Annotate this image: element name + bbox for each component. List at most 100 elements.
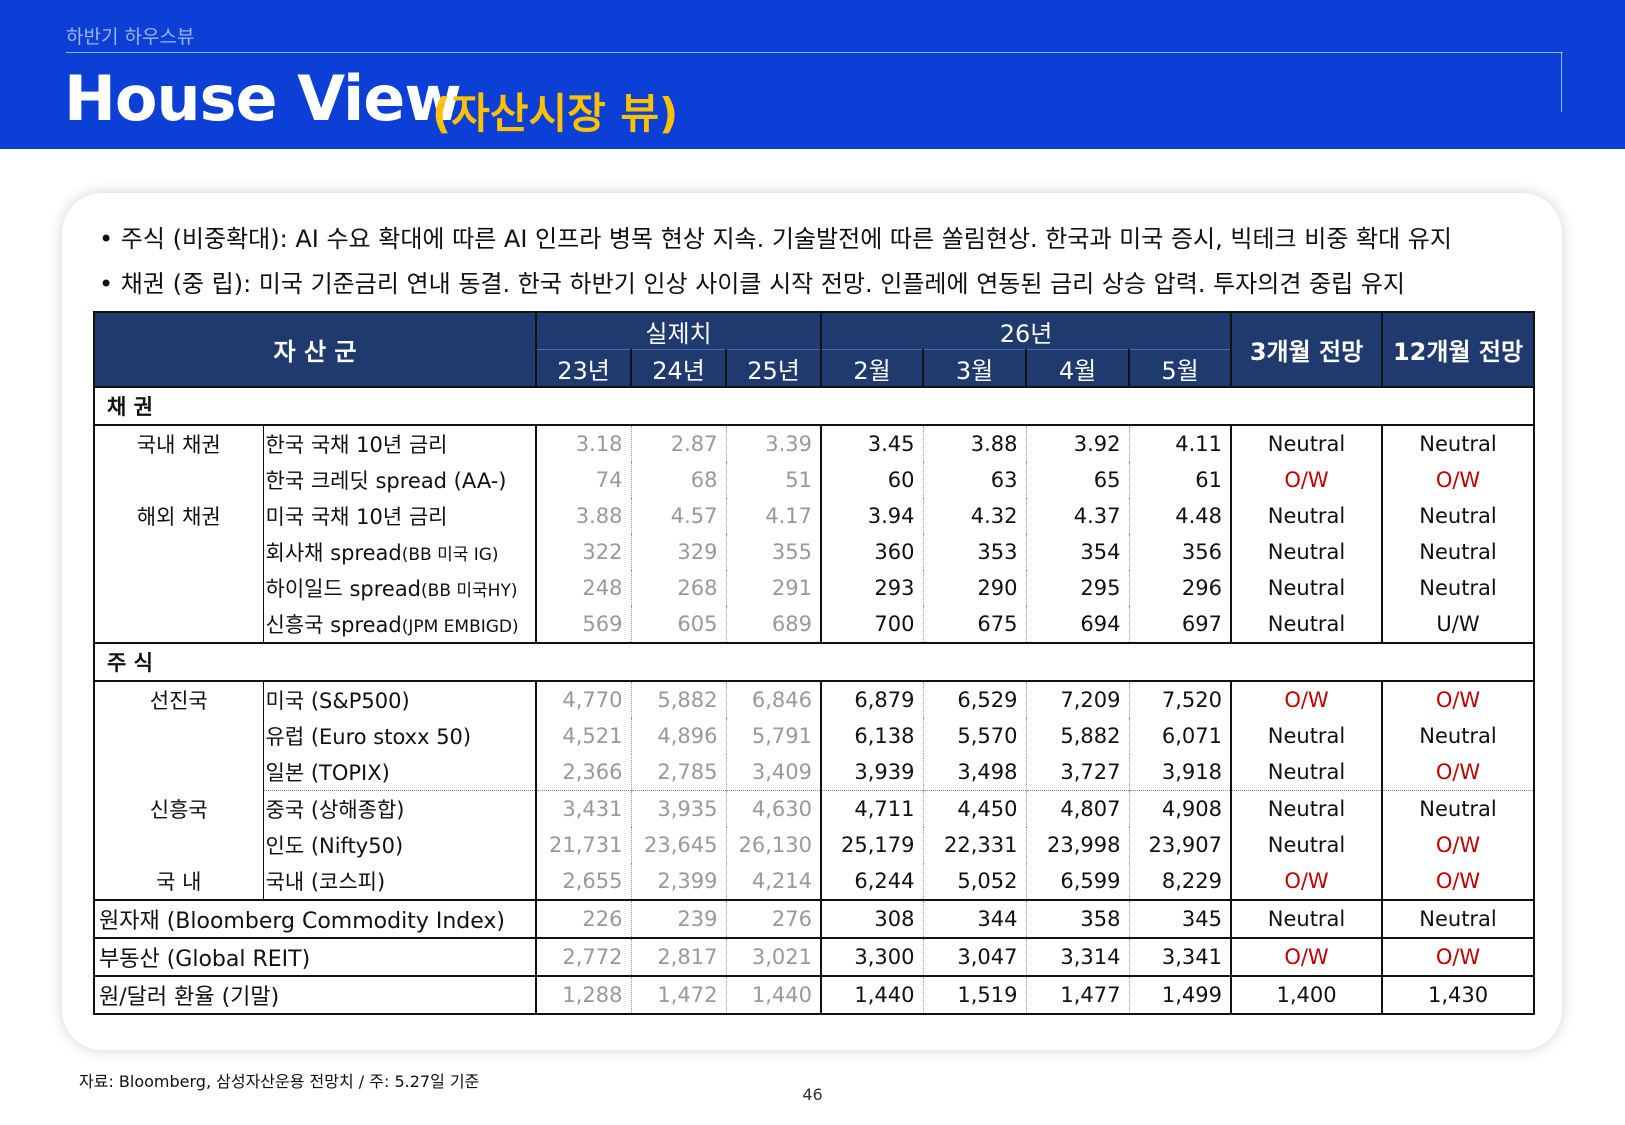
value-cell: 268 [630, 570, 727, 606]
value-cell: 3.88 [922, 424, 1027, 462]
asset-name-text: 신흥국 spread [265, 613, 402, 637]
value-cell: 3,939 [820, 754, 924, 791]
asset-name-detail: (JPM EMBIGD) [401, 617, 519, 637]
value-cell: 5,882 [1025, 718, 1130, 754]
value-cell: 4.17 [725, 498, 822, 534]
outlook-3m-cell: Neutral [1230, 827, 1383, 863]
value-cell: 569 [535, 606, 632, 643]
value-cell: 3,409 [725, 754, 822, 791]
header-outlook-3m: 3개월 전망 [1230, 311, 1384, 388]
outlook-3m-cell: Neutral [1230, 718, 1383, 754]
value-cell: 4,214 [725, 863, 822, 900]
value-cell: 4.32 [922, 498, 1027, 534]
value-cell: 4,908 [1128, 790, 1232, 827]
value-cell: 675 [922, 606, 1027, 643]
group-label: 해외 채권 [93, 498, 263, 534]
value-cell: 4,521 [535, 718, 632, 754]
value-cell: 344 [922, 899, 1027, 938]
value-cell: 354 [1025, 534, 1130, 570]
value-cell: 7,209 [1025, 680, 1130, 718]
value-cell: 356 [1128, 534, 1232, 570]
value-cell: 6,846 [725, 680, 822, 718]
value-cell: 4.57 [630, 498, 727, 534]
value-cell: 248 [535, 570, 632, 606]
value-cell: 4,896 [630, 718, 727, 754]
outlook-12m-cell: O/W [1381, 863, 1536, 900]
value-cell: 2,399 [630, 863, 727, 900]
group-label [93, 606, 263, 643]
table-row: 인도 (Nifty50) 21,731 23,645 26,130 25,179 22,3… [93, 827, 1536, 863]
value-cell: 605 [630, 606, 727, 643]
table-row: 일본 (TOPIX) 2,366 2,785 3,409 3,939 3,498 3,727… [93, 754, 1536, 791]
value-cell: 345 [1128, 899, 1232, 938]
outlook-3m-cell: Neutral [1230, 606, 1383, 643]
value-cell: 293 [820, 570, 924, 606]
asset-name: 인도 (Nifty50) [262, 827, 537, 863]
value-cell: 51 [725, 462, 822, 498]
value-cell: 689 [725, 606, 822, 643]
group-label [93, 534, 263, 570]
value-cell: 3,498 [922, 754, 1027, 791]
value-cell: 68 [630, 462, 727, 498]
value-cell: 26,130 [725, 827, 822, 863]
section-equity: 주 식 [92, 642, 1536, 681]
header-col-apr: 4월 [1025, 349, 1131, 388]
asset-name-detail: (BB 미국HY) [421, 581, 518, 601]
value-cell: 355 [725, 534, 822, 570]
outlook-12m-cell: Neutral [1381, 718, 1536, 754]
asset-name: 한국 국채 10년 금리 [262, 424, 537, 462]
header-outlook-12m: 12개월 전망 [1381, 311, 1536, 388]
outlook-12m-cell: O/W [1381, 680, 1536, 718]
value-cell: 23,645 [630, 827, 727, 863]
value-cell: 291 [725, 570, 822, 606]
outlook-3m-cell: Neutral [1230, 534, 1383, 570]
group-label [93, 827, 263, 863]
value-cell: 226 [535, 899, 632, 938]
table-row: 해외 채권 미국 국채 10년 금리 3.88 4.57 4.17 3.94 4.32 4.3… [93, 498, 1536, 534]
value-cell: 3,431 [535, 790, 632, 827]
value-cell: 5,570 [922, 718, 1027, 754]
group-label [93, 462, 263, 498]
asset-name-text: 유럽 (Euro stoxx 50) [265, 725, 472, 749]
outlook-3m-cell: 1,400 [1230, 975, 1383, 1015]
outlook-12m-cell: O/W [1381, 937, 1536, 976]
outlook-12m-cell: U/W [1381, 606, 1536, 643]
asset-name: 국내 (코스피) [262, 863, 537, 900]
header-col-mar: 3월 [922, 349, 1028, 388]
value-cell: 22,331 [922, 827, 1027, 863]
value-cell: 360 [820, 534, 924, 570]
value-cell: 2,817 [630, 937, 727, 976]
value-cell: 6,599 [1025, 863, 1130, 900]
house-view-table: 자 산 군 실제치 26년 3개월 전망 12개월 전망 23년 24년 25년… [92, 311, 1536, 1015]
value-cell: 3.92 [1025, 424, 1130, 462]
header-col-25: 25년 [725, 349, 823, 388]
value-cell: 329 [630, 534, 727, 570]
header-asset-class: 자 산 군 [92, 311, 538, 388]
value-cell: 65 [1025, 462, 1130, 498]
group-label [93, 718, 263, 754]
outlook-12m-cell: O/W [1381, 462, 1536, 498]
outlook-12m-cell: Neutral [1381, 534, 1536, 570]
bullet-equity: • 주식 (비중확대): AI 수요 확대에 따른 AI 인프라 병목 현상 지… [99, 225, 1452, 253]
asset-name-text: 회사채 spread [265, 541, 402, 565]
outlook-3m-cell: Neutral [1230, 754, 1383, 791]
outlook-12m-cell: O/W [1381, 827, 1536, 863]
value-cell: 1,288 [535, 975, 632, 1015]
value-cell: 295 [1025, 570, 1130, 606]
asset-name: 중국 (상해종합) [262, 790, 537, 827]
value-cell: 5,882 [630, 680, 727, 718]
outlook-3m-cell: Neutral [1230, 899, 1383, 938]
value-cell: 5,791 [725, 718, 822, 754]
asset-name-text: 미국 국채 10년 금리 [265, 505, 448, 529]
group-label: 선진국 [93, 680, 263, 718]
outlook-12m-cell: Neutral [1381, 424, 1536, 462]
outlook-3m-cell: Neutral [1230, 498, 1383, 534]
table-row: 원/달러 환율 (기말) 1,288 1,472 1,440 1,440 1,519 1,4… [92, 975, 1536, 1015]
outlook-12m-cell: O/W [1381, 754, 1536, 791]
value-cell: 21,731 [535, 827, 632, 863]
value-cell: 4.48 [1128, 498, 1232, 534]
value-cell: 2,655 [535, 863, 632, 900]
outlook-3m-cell: O/W [1230, 462, 1383, 498]
group-label: 국내 채권 [93, 424, 263, 462]
value-cell: 25,179 [820, 827, 924, 863]
